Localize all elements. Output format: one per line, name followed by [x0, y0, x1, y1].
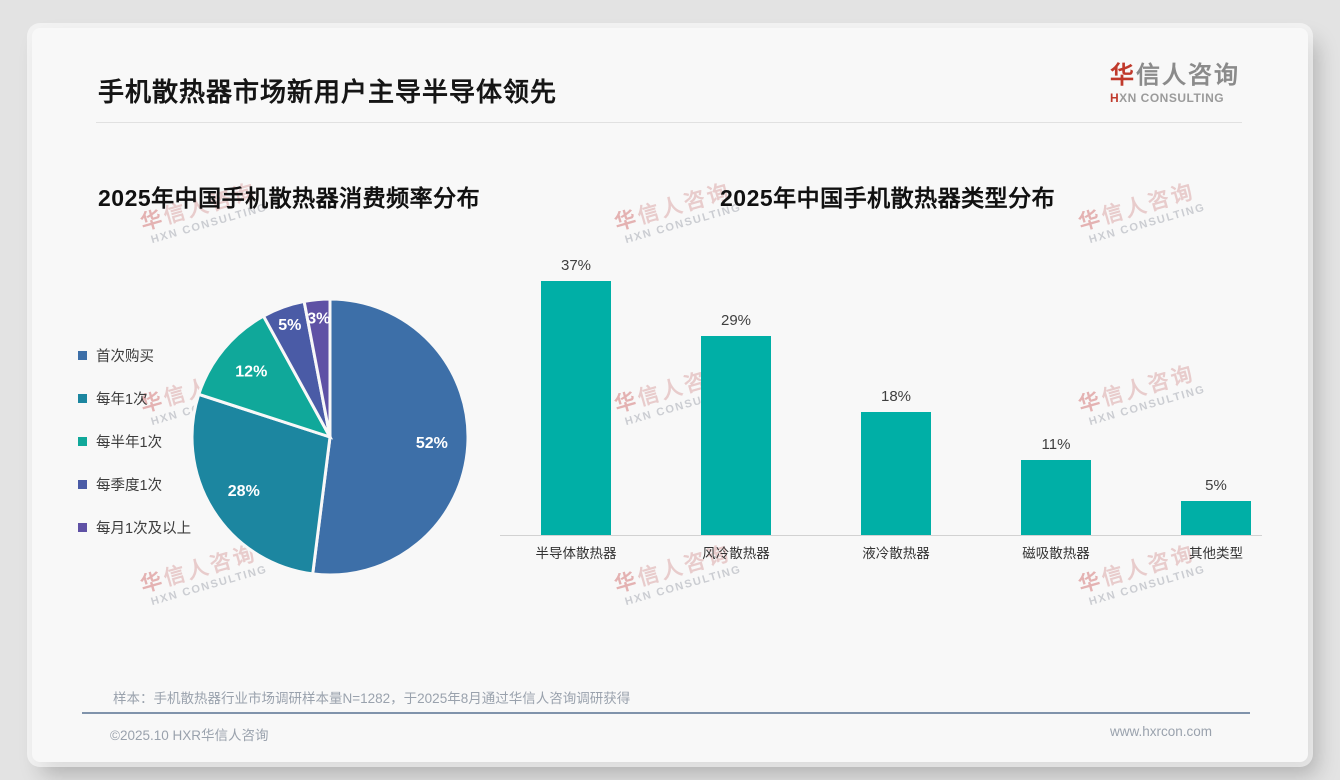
website-url: www.hxrcon.com: [1109, 724, 1212, 739]
pie-slice-label: 12%: [235, 363, 267, 380]
brand-logo-cn-accent: 华: [1110, 62, 1136, 89]
bar: [701, 336, 771, 535]
brand-logo-en-accent: H: [1110, 91, 1120, 105]
pie-chart-title: 2025年中国手机散热器消费频率分布: [98, 185, 481, 211]
brand-logo-cn: 华信人咨询: [1110, 55, 1240, 90]
footer-divider: [82, 712, 1250, 714]
bar-category-label: 液冷散热器: [862, 546, 930, 561]
legend-swatch: [78, 436, 87, 446]
pie-slice-label: 5%: [278, 317, 301, 334]
pie-chart: 52% 28% 12% 5% 3%: [190, 297, 470, 577]
bar-category-label: 磁吸散热器: [1022, 546, 1090, 561]
pie-legend: 首次购买每年1次每半年1次每季度1次每月1次及以上: [78, 342, 191, 557]
copyright: ©2025.10 HXR华信人咨询: [110, 728, 269, 743]
bar-column: 11%: [976, 228, 1136, 535]
legend-label: 首次购买: [96, 348, 154, 365]
brand-logo-en-rest: XN CONSULTING: [1119, 91, 1225, 105]
pie-slice: [190, 392, 332, 576]
sample-note: 样本：手机散热器行业市场调研样本量N=1282，于2025年8月通过华信人咨询调…: [113, 691, 631, 706]
header-divider: [96, 122, 1242, 123]
pie-slice: [311, 297, 470, 577]
bar-category-label: 风冷散热器: [702, 546, 770, 561]
bar-value-label: 5%: [1205, 476, 1227, 494]
slide-content: 手机散热器市场新用户主导半导体领先 华信人咨询 HXN CONSULTING 2…: [32, 28, 1308, 762]
legend-label: 每月1次及以上: [96, 520, 192, 537]
bar-categories: 半导体散热器 风冷散热器 液冷散热器 磁吸散热器 其他类型: [496, 542, 1296, 562]
bar-column: 29%: [656, 228, 816, 535]
pie-slice: [196, 314, 334, 440]
slide-card: 华信人咨询 HXN CONSULTING 华信人咨询 HXN CONSULTING 华信…: [32, 28, 1308, 762]
bar-column: 37%: [496, 228, 656, 535]
brand-logo-en: HXN CONSULTING: [1110, 91, 1240, 105]
pie-slice-label: 3%: [307, 310, 330, 327]
legend-swatch: [78, 350, 87, 360]
legend-item: 每半年1次: [78, 428, 191, 454]
bar-chart-title: 2025年中国手机散热器类型分布: [720, 185, 1056, 211]
bar: [861, 411, 931, 535]
pie-slice: [302, 297, 332, 438]
bar-column: 18%: [816, 228, 976, 535]
bar-value-label: 11%: [1041, 435, 1071, 453]
bar-category-label: 半导体散热器: [535, 546, 617, 561]
bar-value-label: 37%: [560, 257, 592, 275]
legend-label: 每季度1次: [96, 477, 163, 494]
bar: [1021, 459, 1091, 535]
legend-item: 每月1次及以上: [78, 514, 191, 540]
legend-swatch: [78, 479, 87, 489]
bar-value-label: 29%: [720, 312, 752, 330]
pie-slice-label: 28%: [228, 483, 260, 500]
bar-axis-line: [500, 535, 1262, 536]
bar-category-label: 其他类型: [1189, 546, 1243, 561]
legend-item: 每年1次: [78, 385, 191, 411]
pie-slice-label: 52%: [416, 435, 448, 452]
brand-logo: 华信人咨询 HXN CONSULTING: [1110, 55, 1240, 105]
bar-chart: 37% 29% 18% 11% 5%: [496, 228, 1296, 535]
legend-item: 首次购买: [78, 342, 191, 368]
legend-swatch: [78, 393, 87, 403]
legend-swatch: [78, 522, 87, 532]
brand-logo-cn-rest: 信人咨询: [1136, 62, 1240, 89]
bar: [1181, 500, 1251, 535]
bar: [541, 281, 611, 535]
bar-value-label: 18%: [880, 387, 912, 405]
page-title: 手机散热器市场新用户主导半导体领先: [98, 77, 558, 107]
legend-label: 每年1次: [96, 391, 148, 408]
legend-item: 每季度1次: [78, 471, 191, 497]
bar-column: 5%: [1136, 228, 1296, 535]
legend-label: 每半年1次: [96, 434, 163, 451]
